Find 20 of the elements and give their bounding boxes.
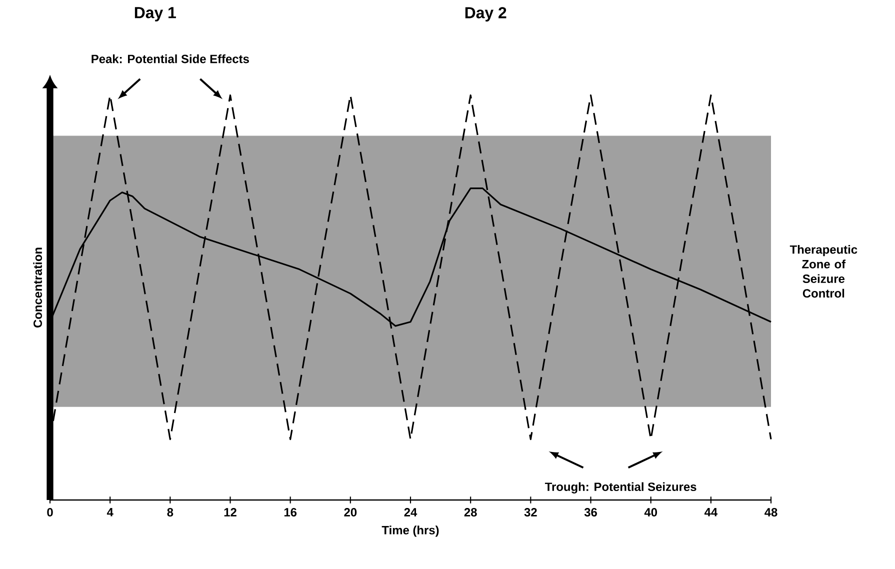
x-tick-label: 0 — [47, 508, 53, 516]
x-tick-label: 16 — [284, 508, 297, 516]
x-tick-label: 12 — [224, 508, 236, 516]
x-tick-label: 20 — [344, 508, 357, 516]
x-tick-label: 44 — [704, 508, 718, 516]
x-tick-label: 32 — [524, 508, 537, 516]
x-tick-label: 36 — [584, 508, 597, 516]
x-axis-title: Time (hrs) — [382, 526, 439, 537]
band-label: Therapeutic Zone of Seizure Control — [790, 245, 858, 298]
text: Day 2 — [465, 7, 506, 22]
x-tick-label: 4 — [106, 508, 114, 516]
y-axis-title: Concentration — [33, 248, 42, 328]
text: Day 1 — [134, 7, 176, 22]
annotation: Trough: Potential Seizures — [544, 482, 696, 494]
x-tick-label: 48 — [764, 508, 778, 516]
x-tick-label: 40 — [644, 508, 657, 516]
x-tick-label: 28 — [464, 508, 477, 516]
x-tick-label: 24 — [404, 508, 418, 516]
text: Peak: Potential Side Effects — [92, 54, 249, 64]
x-tick-label: 8 — [167, 508, 174, 516]
